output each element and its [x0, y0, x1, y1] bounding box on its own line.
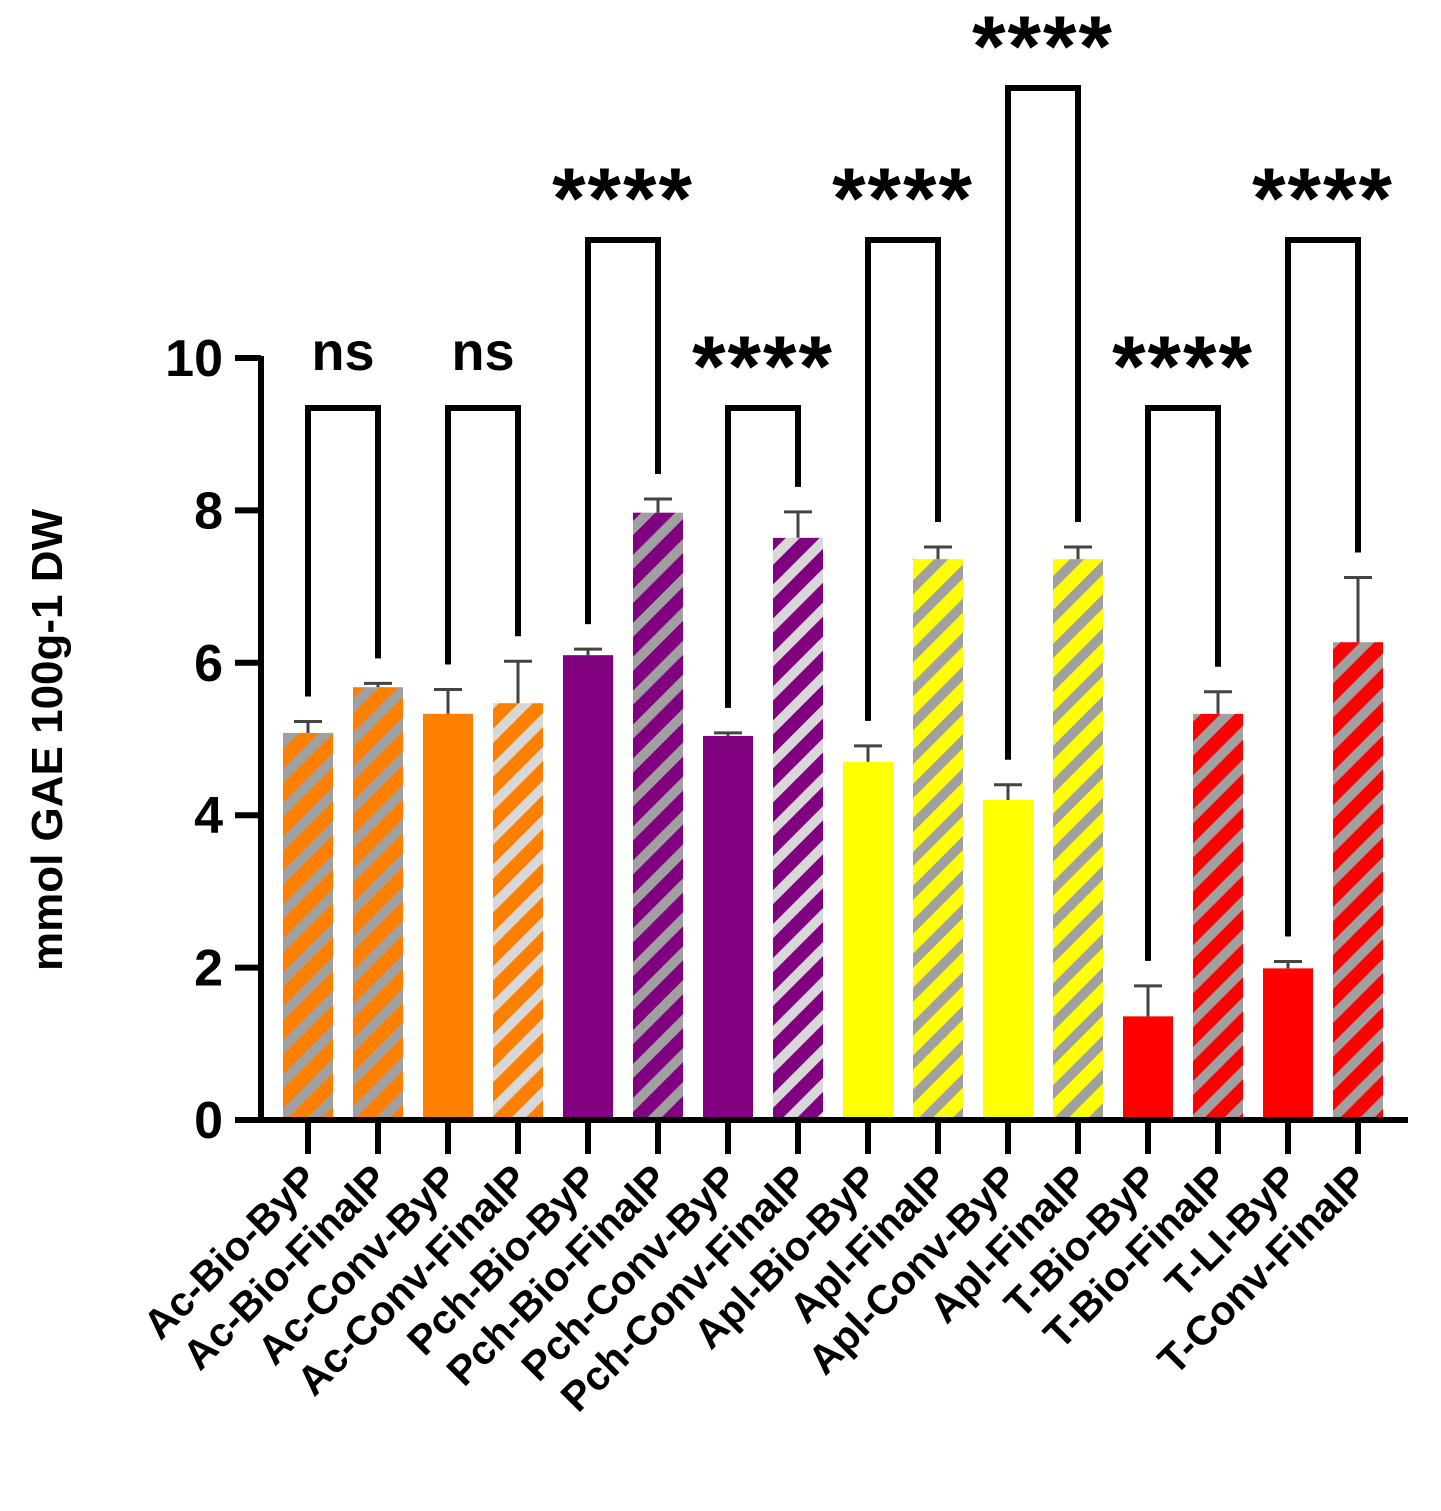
y-tick-label-4: 4 — [194, 787, 223, 845]
bar-ac-conv-byp-2 — [423, 713, 473, 1120]
bars-layer — [283, 512, 1383, 1120]
error-bars-layer — [294, 497, 1372, 1017]
comparison-label-7: **** — [1252, 151, 1394, 247]
comparison-0: ns — [305, 322, 381, 697]
error-bar-12 — [1134, 984, 1162, 1017]
error-bar-3 — [504, 659, 532, 704]
comparison-label-4: **** — [832, 151, 974, 247]
error-bar-11 — [1064, 545, 1092, 560]
bar-pch-conv-finalp-7 — [773, 537, 823, 1120]
bar-apl-conv-byp-10 — [983, 799, 1033, 1120]
bar-ac-bio-byp-0 — [283, 732, 333, 1120]
error-bar-1 — [364, 681, 392, 688]
comparison-5: **** — [972, 0, 1114, 760]
bar-apl-finalp-11 — [1053, 559, 1103, 1120]
y-axis-label: mmol GAE 100g-1 DW — [23, 508, 72, 971]
error-bar-7 — [784, 510, 812, 538]
comparison-label-5: **** — [972, 0, 1114, 95]
y-tick-label-8: 8 — [194, 482, 223, 540]
error-bar-14 — [1274, 960, 1302, 969]
bar-ac-bio-finalp-1 — [353, 687, 403, 1120]
comparison-1: ns — [445, 322, 521, 665]
error-bar-15 — [1344, 575, 1372, 643]
error-bar-10 — [994, 783, 1022, 800]
comparison-label-3: **** — [692, 319, 834, 415]
bar-t-conv-finalp-15 — [1333, 642, 1383, 1120]
y-tick-label-2: 2 — [194, 940, 223, 998]
bar-pch-conv-byp-6 — [703, 735, 753, 1120]
comparison-2: **** — [552, 151, 694, 625]
comparison-label-6: **** — [1112, 319, 1254, 415]
bar-t-li-byp-14 — [1263, 968, 1313, 1120]
bar-t-bio-byp-12 — [1123, 1016, 1173, 1120]
y-tick-label-0: 0 — [194, 1092, 223, 1150]
bar-ac-conv-finalp-3 — [493, 703, 543, 1120]
error-bar-4 — [574, 647, 602, 656]
comparison-4: **** — [832, 151, 974, 721]
comparison-7: **** — [1252, 151, 1394, 937]
y-tick-label-6: 6 — [194, 635, 223, 693]
error-bar-2 — [434, 687, 462, 714]
comparison-3: **** — [692, 319, 834, 708]
comparison-label-1: ns — [451, 322, 514, 382]
error-bar-0 — [294, 719, 322, 733]
bar-t-bio-finalp-13 — [1193, 713, 1243, 1120]
error-bar-5 — [644, 497, 672, 513]
y-tick-label-10: 10 — [165, 330, 223, 388]
bar-pch-bio-byp-4 — [563, 655, 613, 1120]
bar-apl-finalp-9 — [913, 559, 963, 1120]
comparison-label-2: **** — [552, 151, 694, 247]
error-bar-8 — [854, 744, 882, 762]
error-bar-6 — [714, 731, 742, 736]
comparison-label-0: ns — [311, 322, 374, 382]
significance-layer: ns ns **** **** **** **** **** **** — [305, 0, 1394, 961]
comparison-6: **** — [1112, 319, 1254, 961]
error-bar-9 — [924, 545, 952, 560]
error-bar-13 — [1204, 690, 1232, 714]
bar-pch-bio-finalp-5 — [633, 512, 683, 1120]
bar-apl-bio-byp-8 — [843, 761, 893, 1120]
